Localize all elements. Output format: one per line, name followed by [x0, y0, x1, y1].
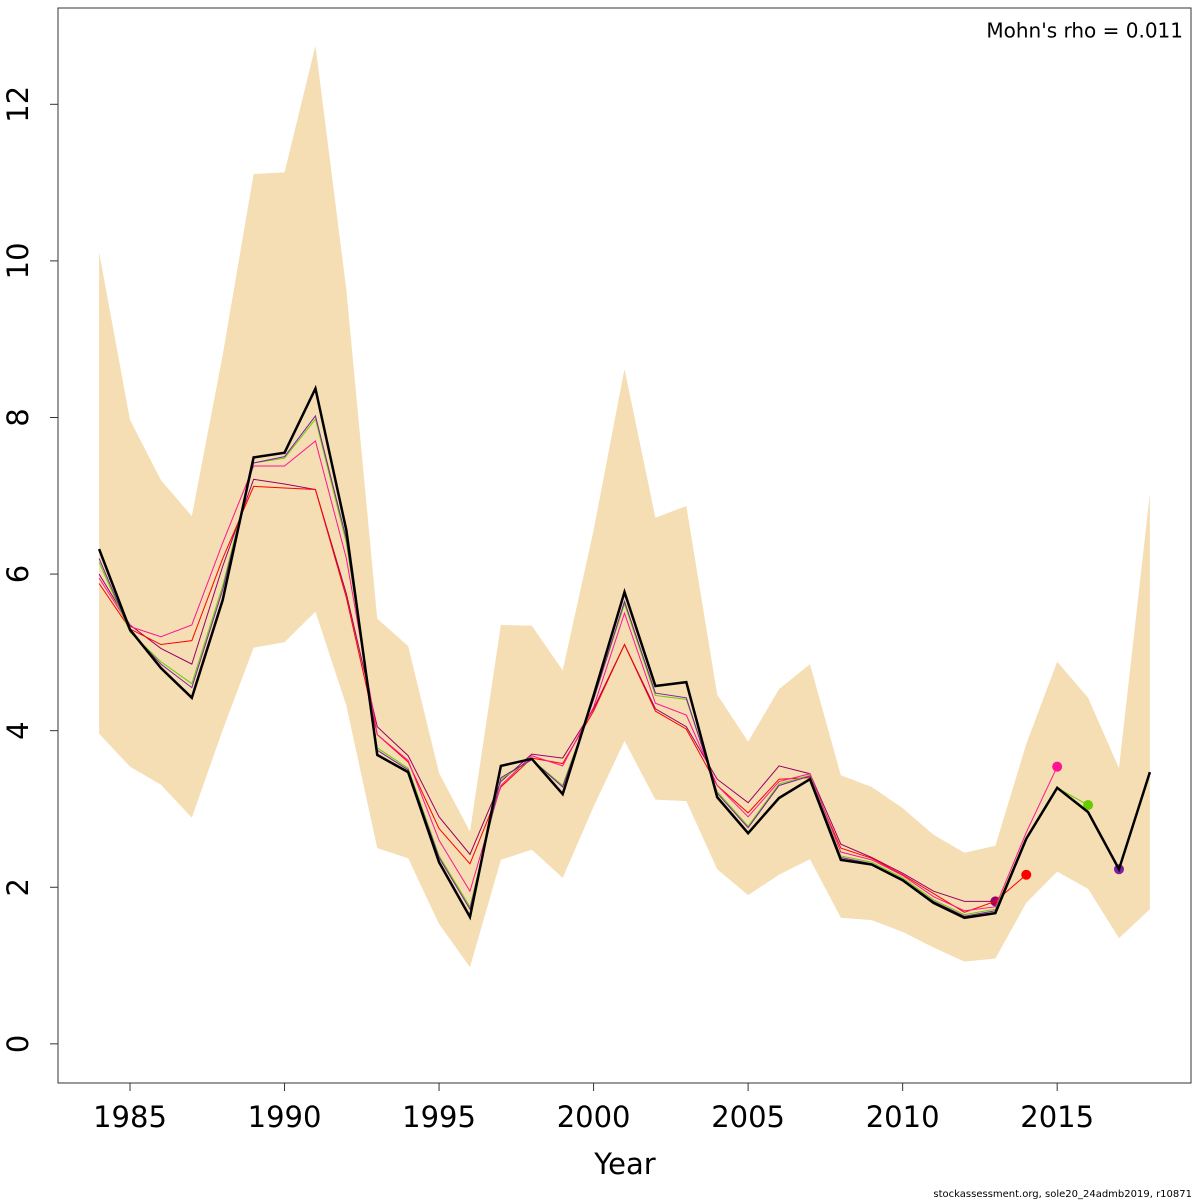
x-tick-label: 1995	[402, 1100, 476, 1134]
x-tick-label: 1990	[248, 1100, 322, 1134]
retro-line	[98, 414, 1120, 917]
retro-endpoint	[1052, 761, 1063, 772]
x-tick-label: 2000	[557, 1100, 631, 1134]
x-tick-label: 1985	[93, 1100, 167, 1134]
y-tick-label: 2	[1, 878, 35, 896]
x-tick-label: 2015	[1020, 1100, 1094, 1134]
mohns-rho: Mohn's rho = 0.011	[986, 19, 1183, 43]
retro-endpoint	[1083, 800, 1094, 811]
confidence-band	[99, 45, 1150, 968]
y-tick-label: 8	[1, 408, 35, 426]
y-tick-label: 10	[1, 242, 35, 279]
y-tick-label: 4	[1, 721, 35, 739]
x-tick-label: 2010	[866, 1100, 940, 1134]
x-tick-label: 2005	[711, 1100, 785, 1134]
plot-frame	[57, 7, 1192, 1084]
retro-line	[98, 440, 1058, 912]
retro-endpoint	[1021, 869, 1032, 880]
y-tick-label: 0	[1, 1035, 35, 1053]
y-tick-label: 6	[1, 565, 35, 583]
retro-line	[98, 485, 1027, 913]
estimate-line	[97, 384, 1152, 921]
retro-line	[98, 478, 996, 902]
x-axis-label: Year	[593, 1147, 655, 1181]
y-tick-label: 12	[1, 86, 35, 123]
footer: stockassessment.org, sole20_24admb2019, …	[933, 1189, 1192, 1200]
